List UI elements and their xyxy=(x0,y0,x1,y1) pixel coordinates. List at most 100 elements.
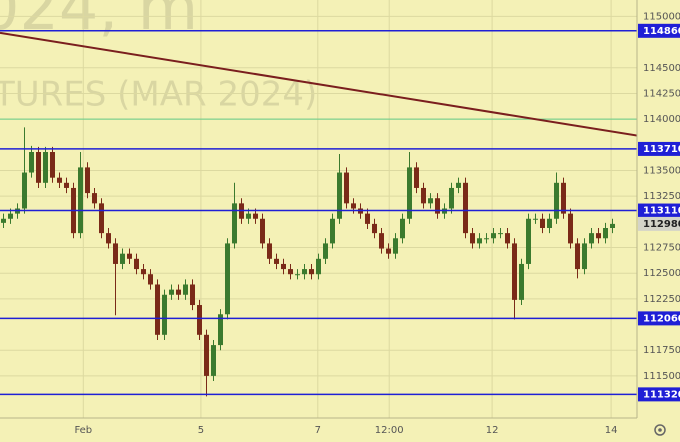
candle-body xyxy=(414,167,419,188)
candle-body xyxy=(603,228,608,239)
candle-body xyxy=(386,248,391,254)
x-tick-label: 5 xyxy=(198,425,204,436)
candle-body xyxy=(155,284,160,335)
x-tick-label: 12:00 xyxy=(375,425,404,436)
candle-body xyxy=(337,172,342,219)
x-tick-label: 14 xyxy=(605,425,618,436)
candle-body xyxy=(302,269,307,275)
candle-body xyxy=(316,258,321,275)
candle-body xyxy=(169,289,174,295)
candle-body xyxy=(288,269,293,275)
candle-body xyxy=(106,233,111,244)
y-tick-label: 114000 xyxy=(643,114,680,125)
candle-body xyxy=(92,193,97,204)
candle-body xyxy=(526,218,531,264)
candle-body xyxy=(512,243,517,300)
y-tick-label: 114500 xyxy=(643,63,680,74)
candle-body xyxy=(78,167,83,234)
candle-body xyxy=(393,238,398,254)
candle-body xyxy=(519,263,524,300)
level-label-box xyxy=(638,141,680,156)
candle-body xyxy=(505,233,510,244)
watermark: 024, m xyxy=(0,0,198,44)
candle-body xyxy=(8,213,13,219)
candle-body xyxy=(428,198,433,204)
settings-icon[interactable] xyxy=(654,424,666,436)
y-tick-label: 111500 xyxy=(643,371,680,382)
y-tick-label: 115000 xyxy=(643,11,680,22)
candle-body xyxy=(204,334,209,376)
candle-body xyxy=(43,152,48,183)
candle-body xyxy=(162,294,167,335)
candle-body xyxy=(29,152,34,173)
candle-body xyxy=(309,269,314,275)
candle-body xyxy=(400,218,405,239)
candle-body xyxy=(533,218,538,220)
y-tick-label: 112250 xyxy=(643,294,680,305)
candle-body xyxy=(232,203,237,244)
y-tick-label: 114250 xyxy=(643,88,680,99)
candle-body xyxy=(22,172,27,209)
candle-body xyxy=(582,243,587,270)
candle-body xyxy=(379,233,384,249)
candle-body xyxy=(323,243,328,259)
y-tick-label: 113250 xyxy=(643,191,680,202)
level-label: 111320 xyxy=(643,389,680,400)
candle-body xyxy=(274,258,279,264)
candle-body xyxy=(575,243,580,270)
candle-body xyxy=(57,177,62,183)
level-label: 113110 xyxy=(643,206,680,217)
x-tick-label: 12 xyxy=(486,425,499,436)
candle-body xyxy=(127,253,132,259)
candle-body xyxy=(547,218,552,228)
candle-body xyxy=(330,218,335,244)
watermark: TURES (MAR 2024) xyxy=(0,75,317,115)
candle-body xyxy=(463,182,468,234)
candle-body xyxy=(372,223,377,234)
candle-body xyxy=(281,263,286,270)
candle-body xyxy=(190,284,195,306)
y-tick-label: 112750 xyxy=(643,243,680,254)
candle-body xyxy=(120,253,125,264)
candle-body xyxy=(113,243,118,264)
candle-body xyxy=(176,289,181,295)
level-label: 113710 xyxy=(643,144,680,155)
candle-body xyxy=(470,233,475,244)
level-label-box xyxy=(638,203,680,218)
level-label-box xyxy=(638,311,680,326)
candle-body xyxy=(435,198,440,214)
candle-body xyxy=(344,172,349,204)
candle-body xyxy=(267,243,272,259)
level-label: 112060 xyxy=(643,313,680,324)
candle-body xyxy=(1,218,6,223)
candle-body xyxy=(225,243,230,315)
candle-body xyxy=(498,233,503,235)
level-label-box xyxy=(638,23,680,38)
candle-body xyxy=(246,213,251,219)
settings-icon-center[interactable] xyxy=(658,428,662,432)
settings-button[interactable] xyxy=(654,424,666,436)
candle-body xyxy=(85,167,90,194)
candle-body xyxy=(351,203,356,209)
candle-body xyxy=(260,218,265,244)
candle-body xyxy=(554,182,559,219)
candle-body xyxy=(449,187,454,209)
y-tick-label: 111750 xyxy=(643,345,680,356)
candle-body xyxy=(561,182,566,214)
candle-body xyxy=(253,213,258,219)
candle-body xyxy=(295,274,300,276)
candle-body xyxy=(596,233,601,239)
candle-body xyxy=(589,233,594,244)
candle-body xyxy=(148,274,153,285)
plot xyxy=(0,0,638,418)
candle-body xyxy=(141,269,146,275)
level-label-box xyxy=(638,387,680,402)
candle-body xyxy=(540,218,545,228)
candle-body xyxy=(484,238,489,240)
x-tick-label: Feb xyxy=(74,425,92,436)
candle-body xyxy=(183,284,188,295)
candle-body xyxy=(365,213,370,224)
trend-line xyxy=(0,31,638,137)
